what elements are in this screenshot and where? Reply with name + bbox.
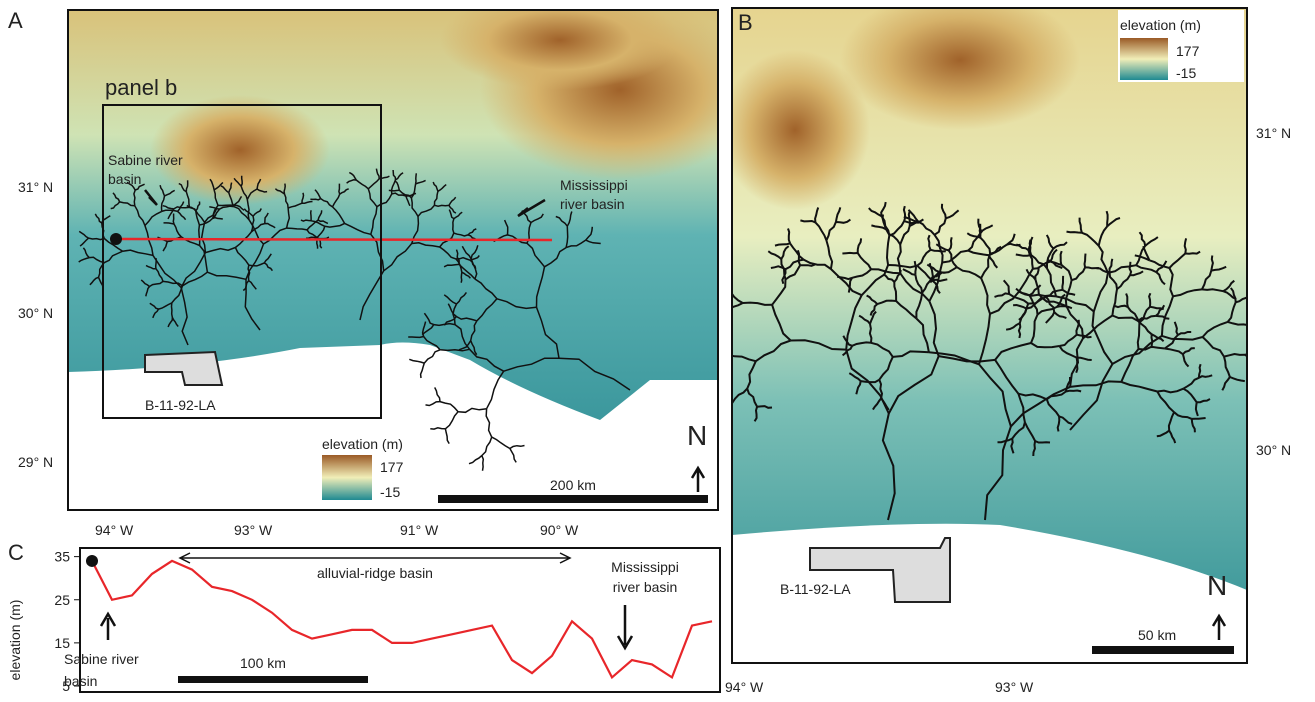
legend-title: elevation (m) — [1120, 17, 1201, 33]
lat-label: 29° N — [18, 454, 53, 470]
river — [1115, 306, 1128, 307]
river — [1249, 325, 1263, 331]
annotation: alluvial-ridge basin — [317, 565, 433, 581]
river — [310, 199, 320, 200]
river — [717, 400, 732, 403]
legend-label: -15 — [1176, 65, 1196, 81]
river — [435, 205, 450, 206]
river — [408, 337, 423, 338]
annotation: Sabine river — [108, 152, 183, 168]
river — [722, 313, 724, 328]
river — [1192, 418, 1206, 419]
legend-label: 177 — [1176, 43, 1200, 59]
scale-label: 50 km — [1138, 627, 1176, 643]
panel-label: B — [738, 10, 753, 35]
river — [1249, 313, 1257, 326]
river — [1107, 211, 1108, 226]
profile-start — [86, 555, 98, 567]
river — [1149, 293, 1150, 307]
river — [1061, 251, 1062, 265]
lon-label: 93° W — [234, 522, 273, 538]
north: N — [687, 420, 707, 451]
river — [1062, 276, 1063, 290]
lon-label: 93° W — [995, 679, 1034, 695]
river — [156, 258, 157, 269]
river — [461, 272, 462, 283]
lat-label: 30° N — [1256, 442, 1291, 458]
lat-label: 31° N — [18, 179, 53, 195]
river — [904, 206, 905, 221]
y-tick-label: 15 — [54, 635, 70, 651]
map-b — [694, 0, 1263, 663]
annotation: basin — [64, 673, 97, 689]
annotation: river basin — [560, 196, 625, 212]
annotation: basin — [108, 171, 141, 187]
annotation: Sabine river — [64, 651, 139, 667]
lon-label: 91° W — [400, 522, 439, 538]
lat-label: 30° N — [18, 305, 53, 321]
river — [199, 225, 200, 246]
lon-label: 94° W — [725, 679, 764, 695]
annotation: river basin — [613, 579, 678, 595]
lon-label: 94° W — [95, 522, 134, 538]
y-tick-label: 35 — [54, 549, 70, 565]
river — [389, 190, 400, 191]
river — [173, 214, 174, 225]
river — [726, 274, 729, 288]
site-label: B-11-92-LA — [145, 397, 216, 413]
river — [241, 176, 242, 186]
river — [416, 173, 417, 184]
y-axis-label: elevation (m) — [7, 600, 23, 681]
river — [788, 229, 790, 244]
river — [842, 253, 857, 254]
legend-label: 177 — [380, 459, 404, 475]
annotation: Mississippi — [611, 559, 679, 575]
lat-label: 31° N — [1256, 125, 1291, 141]
river — [172, 303, 173, 318]
panel-label: C — [8, 540, 24, 565]
annotation: Mississippi — [560, 177, 628, 193]
scale-label: 100 km — [240, 655, 286, 671]
scale-label: 200 km — [550, 477, 596, 493]
box-label: panel b — [105, 75, 177, 100]
legend-label: -15 — [380, 484, 400, 500]
lon-label: 90° W — [540, 522, 579, 538]
river — [980, 224, 981, 238]
panel-label: A — [8, 8, 23, 33]
river — [1030, 240, 1031, 255]
river — [1067, 232, 1082, 233]
site-label: B-11-92-LA — [780, 581, 851, 597]
north: N — [1207, 570, 1227, 601]
river — [1066, 391, 1081, 392]
river — [339, 184, 340, 195]
river — [1085, 254, 1086, 268]
y-tick-label: 25 — [54, 592, 70, 608]
river — [453, 219, 454, 234]
legend-title: elevation (m) — [322, 436, 403, 452]
